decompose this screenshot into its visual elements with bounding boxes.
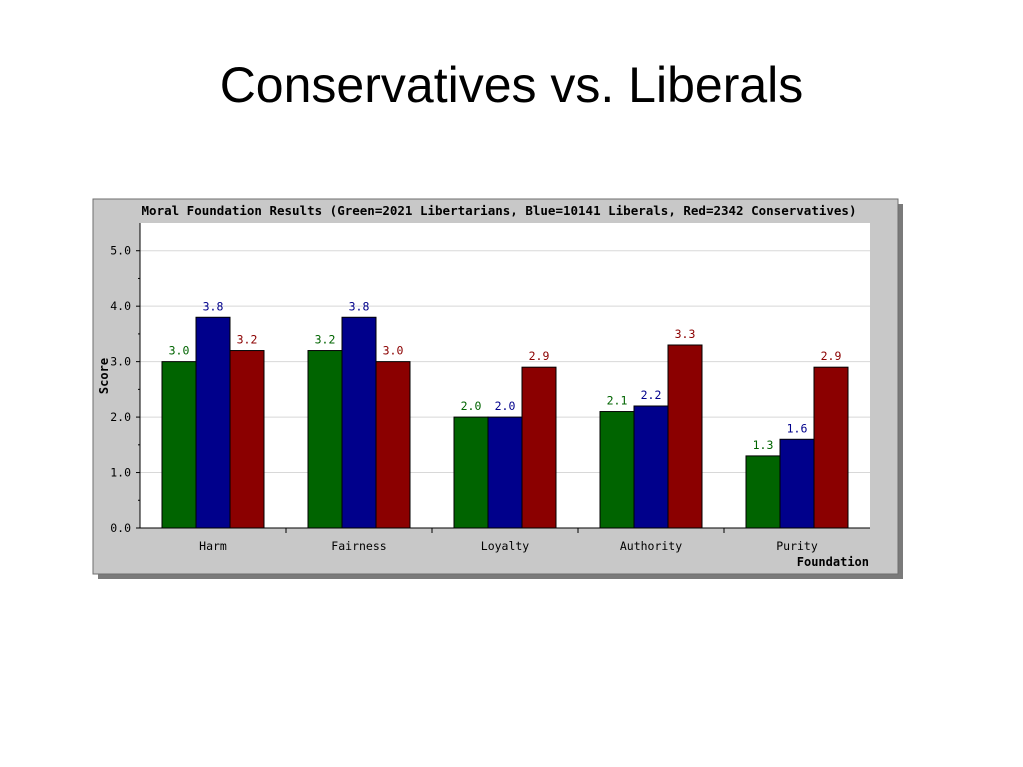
bar <box>375 361 411 529</box>
x-tick-label: Loyalty <box>481 539 530 553</box>
bar <box>229 350 265 529</box>
bar <box>813 366 849 529</box>
y-tick-label: 1.0 <box>110 466 131 480</box>
bar <box>599 411 635 529</box>
data-label: 3.3 <box>675 327 696 341</box>
data-label: 3.2 <box>315 333 336 347</box>
data-label: 2.9 <box>529 349 550 363</box>
bar <box>341 316 377 529</box>
bar <box>667 344 703 529</box>
x-axis-label: Foundation <box>797 555 869 569</box>
axes: 0.0 1.0 2.0 3.0 4.0 5.0 Harm Fairness Loyalty Aut… <box>110 223 870 553</box>
bar <box>195 316 231 529</box>
bar <box>453 416 489 529</box>
data-label: 2.1 <box>607 394 628 408</box>
data-label: 3.2 <box>237 333 258 347</box>
y-tick-label: 0.0 <box>110 521 131 535</box>
bars: 3.0 3.8 3.2 3.2 3.8 3.0 2.0 2.0 2.9 2.1 2.2 3.3 1.3 1… <box>161 299 849 529</box>
bar <box>521 366 557 529</box>
data-label: 2.9 <box>821 349 842 363</box>
data-label: 3.0 <box>383 344 404 358</box>
y-tick-label: 5.0 <box>110 244 131 258</box>
y-tick-label: 4.0 <box>110 299 131 313</box>
y-tick-label: 3.0 <box>110 355 131 369</box>
bar-chart: Moral Foundation Results (Green=2021 Lib… <box>92 198 903 579</box>
data-label: 3.0 <box>169 344 190 358</box>
y-tick-label: 2.0 <box>110 410 131 424</box>
bar <box>633 405 669 529</box>
bar <box>487 416 523 529</box>
x-tick-label: Authority <box>620 539 682 553</box>
y-axis-label: Score <box>97 358 111 394</box>
data-label: 1.6 <box>787 421 808 435</box>
bar <box>307 350 343 529</box>
chart-container: Moral Foundation Results (Green=2021 Lib… <box>90 196 910 591</box>
data-label: 2.0 <box>461 399 482 413</box>
data-label: 2.2 <box>641 388 662 402</box>
slide-title: Conservatives vs. Liberals <box>219 57 804 113</box>
data-label: 1.3 <box>753 438 774 452</box>
bar <box>161 361 197 529</box>
data-label: 2.0 <box>495 399 516 413</box>
chart-title: Moral Foundation Results (Green=2021 Lib… <box>142 203 857 218</box>
x-tick-label: Harm <box>199 539 227 553</box>
data-label: 3.8 <box>203 299 224 313</box>
bar <box>779 438 815 529</box>
data-label: 3.8 <box>349 299 370 313</box>
bar <box>745 455 781 529</box>
x-tick-label: Purity <box>776 539 818 553</box>
x-tick-label: Fairness <box>331 539 386 553</box>
